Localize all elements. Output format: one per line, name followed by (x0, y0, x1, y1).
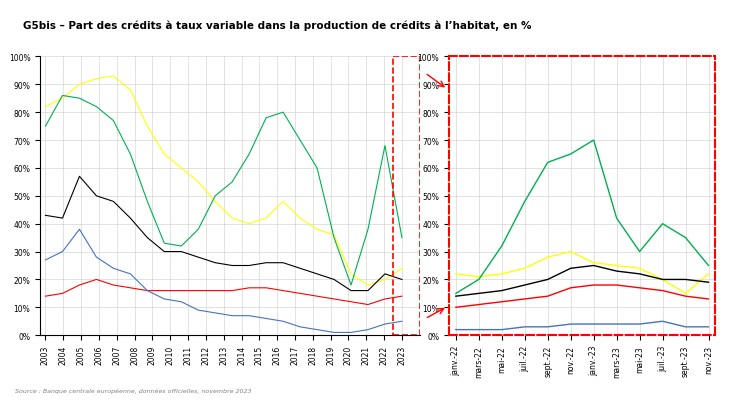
Text: G5bis – Part des crédits à taux variable dans la production de crédits à l’habit: G5bis – Part des crédits à taux variable… (23, 20, 531, 31)
Text: Source : Banque centrale européenne, données officielles, novembre 2023: Source : Banque centrale européenne, don… (15, 387, 251, 393)
Bar (393, 57, 420, 335)
